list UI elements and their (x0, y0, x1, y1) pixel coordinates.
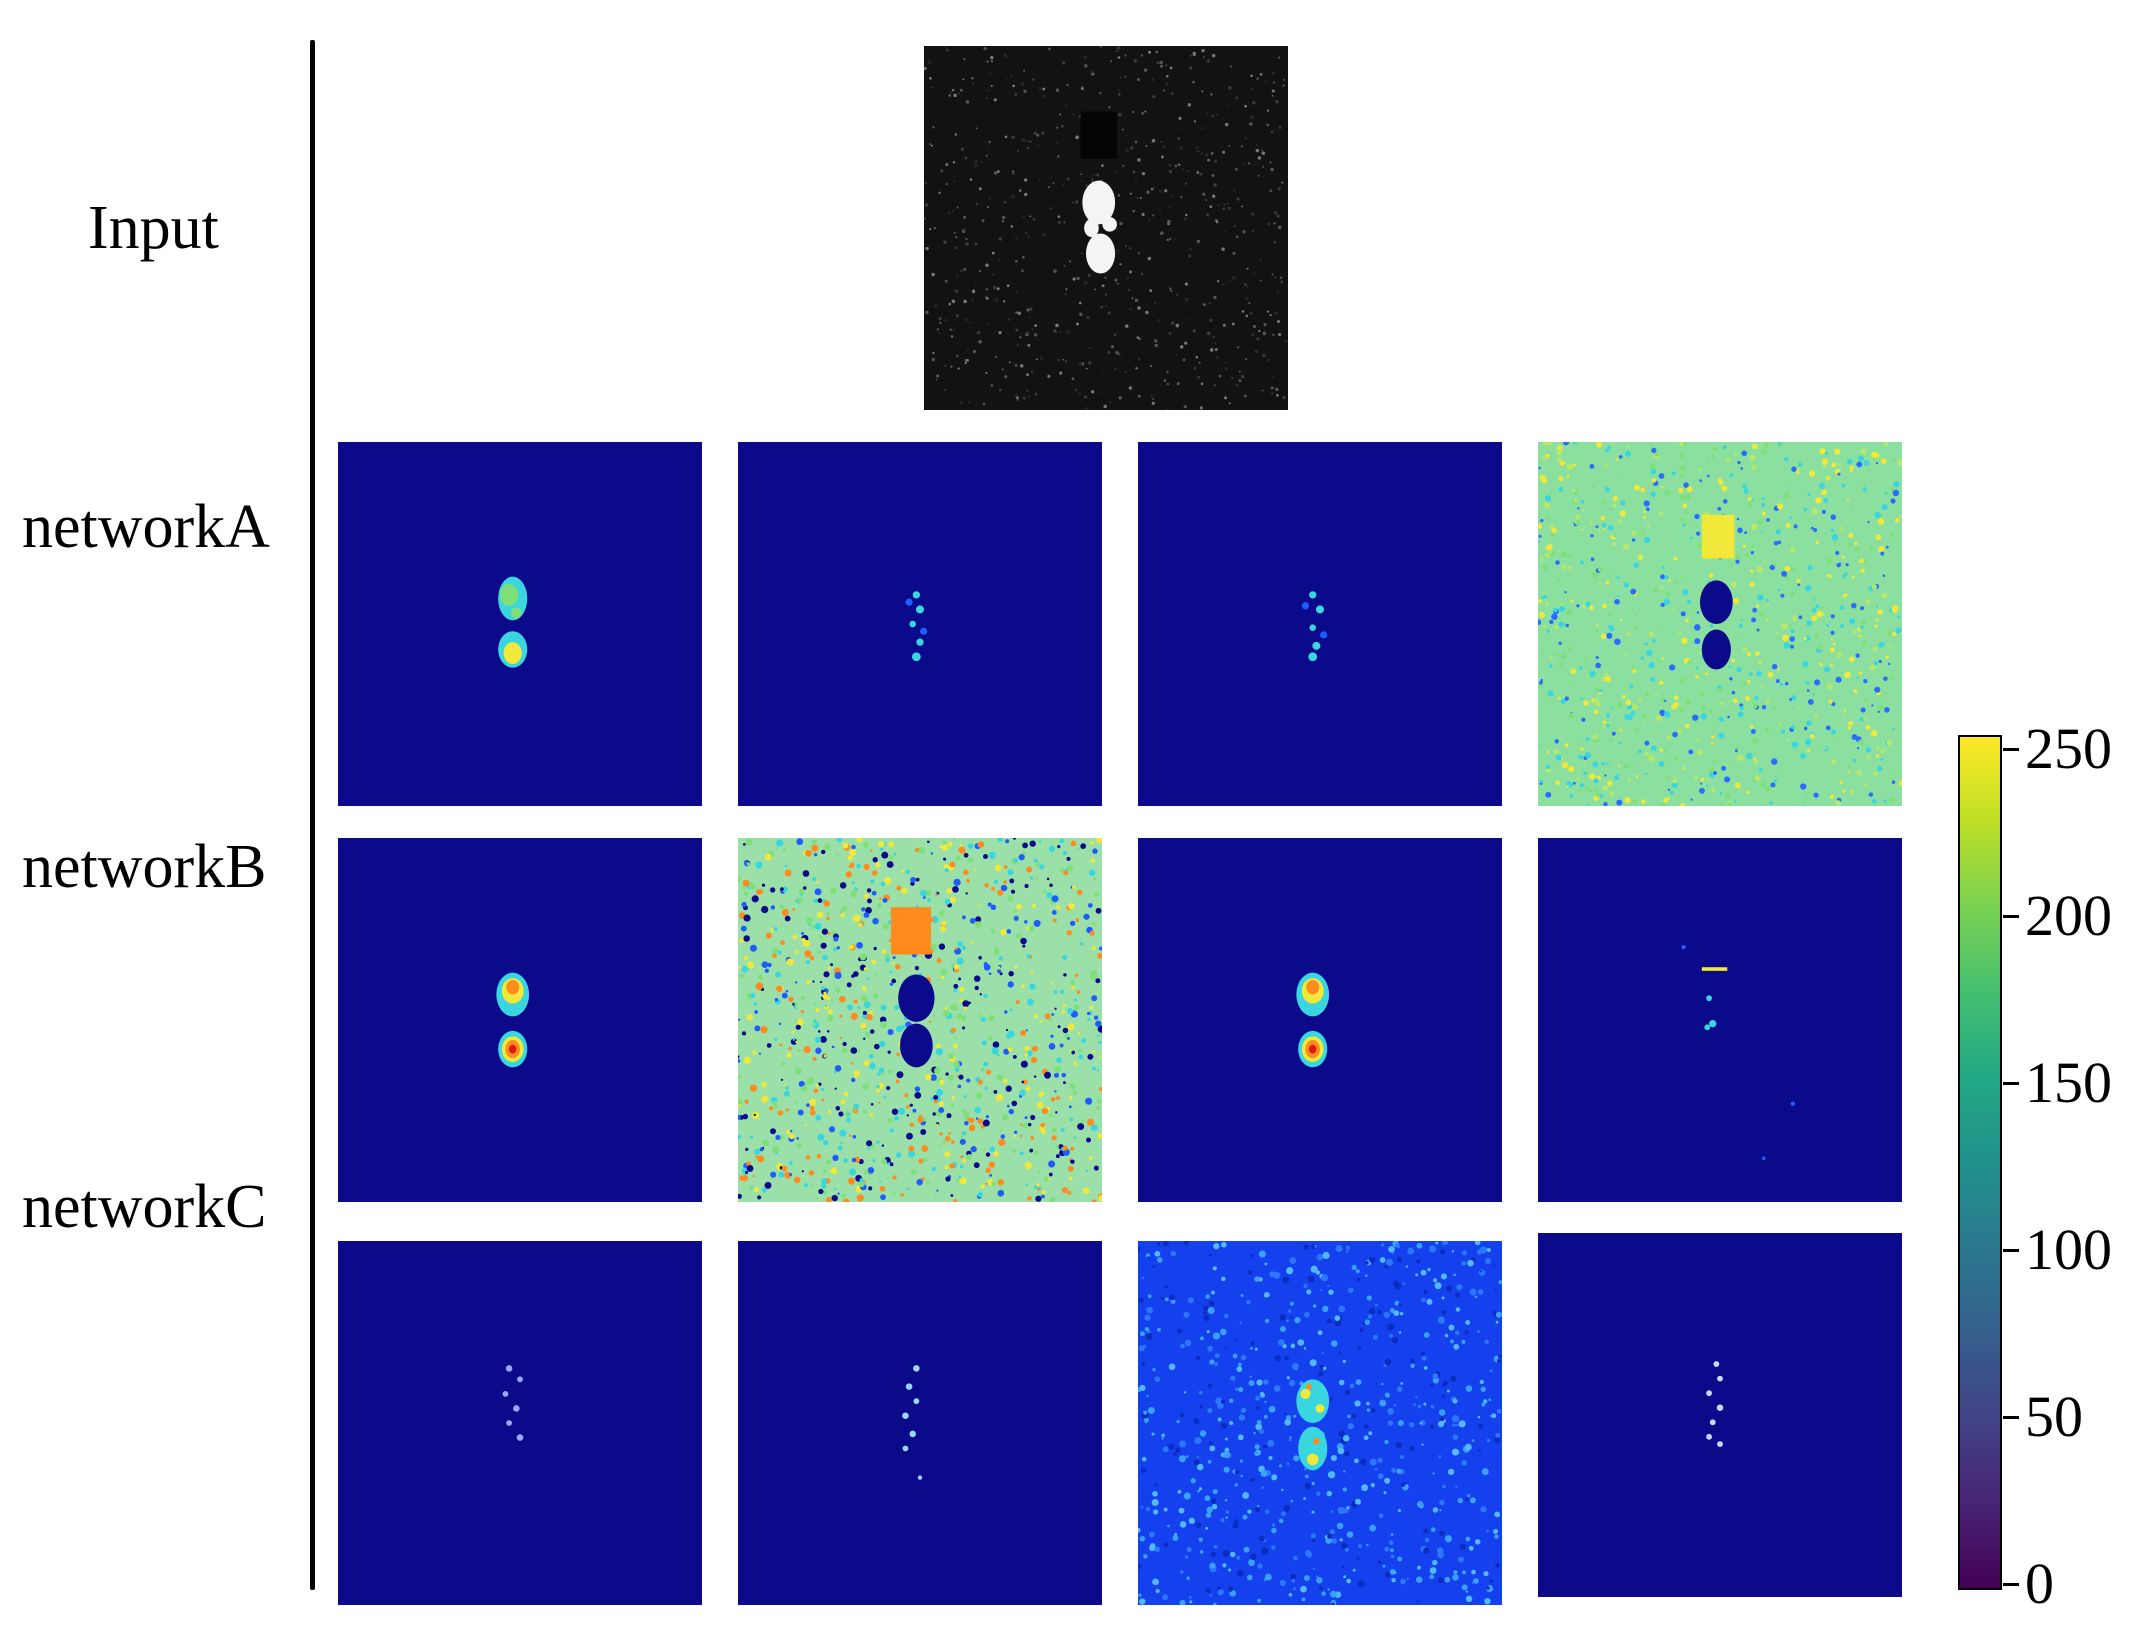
colorbar-tick-label-250: 250 (2025, 716, 2112, 781)
colorbar-tick-label-50: 50 (2025, 1384, 2083, 1449)
feature-map-network-b-3 (1138, 838, 1502, 1202)
colorbar (1958, 735, 2002, 1590)
row-label-network-a: networkA (22, 493, 270, 561)
colorbar-tick-250 (2003, 748, 2019, 751)
feature-map-network-b-2 (738, 838, 1102, 1202)
colorbar-tick-100 (2003, 1249, 2019, 1252)
row-label-input: Input (88, 194, 219, 262)
colorbar-tick-150 (2003, 1082, 2019, 1085)
input-sar-image (924, 46, 1288, 410)
row-label-network-c: networkC (22, 1173, 267, 1241)
feature-map-network-b-1 (338, 838, 702, 1202)
colorbar-tick-label-0: 0 (2025, 1551, 2054, 1616)
colorbar-tick-50 (2003, 1416, 2019, 1419)
feature-map-network-c-4 (1538, 1233, 1902, 1597)
colorbar-tick-label-200: 200 (2025, 883, 2112, 948)
feature-map-network-c-3 (1138, 1241, 1502, 1605)
colorbar-tick-label-100: 100 (2025, 1217, 2112, 1282)
colorbar-gradient (1960, 737, 2000, 1588)
feature-map-network-a-4 (1538, 442, 1902, 806)
feature-map-network-a-1 (338, 442, 702, 806)
feature-map-network-b-4 (1538, 838, 1902, 1202)
feature-map-network-c-1 (338, 1241, 702, 1605)
feature-map-network-a-3 (1138, 442, 1502, 806)
row-label-network-b: networkB (22, 833, 267, 901)
colorbar-tick-label-150: 150 (2025, 1050, 2112, 1115)
feature-map-network-a-2 (738, 442, 1102, 806)
colorbar-tick-200 (2003, 915, 2019, 918)
colorbar-tick-0 (2003, 1583, 2019, 1586)
divider-line (310, 40, 315, 1590)
feature-map-network-c-2 (738, 1241, 1102, 1605)
